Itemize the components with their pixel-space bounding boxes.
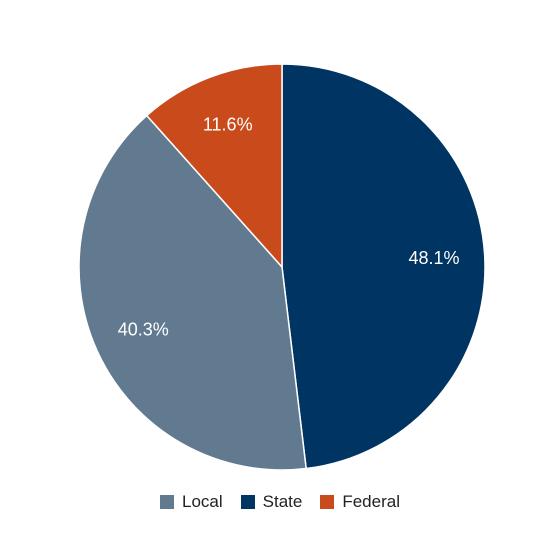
pie-slice-state <box>281 63 486 470</box>
legend-label-federal: Federal <box>342 492 400 511</box>
chart-legend: Local State Federal <box>0 492 560 512</box>
legend-label-state: State <box>262 492 303 511</box>
pie-slice-federal <box>146 63 283 268</box>
legend-item-federal: Federal <box>320 492 400 512</box>
legend-swatch-local <box>160 495 174 509</box>
legend-item-state: State <box>240 492 303 512</box>
legend-swatch-federal <box>320 495 335 509</box>
pie-label-federal: 11.6% <box>203 115 253 135</box>
legend-item-local: Local <box>160 492 223 512</box>
legend-label-local: Local <box>182 492 223 511</box>
pie-label-local: 40.3% <box>118 320 169 340</box>
legend-swatch-state <box>240 495 255 509</box>
pie-slice-local <box>78 114 307 471</box>
pie-label-state: 48.1% <box>408 248 459 268</box>
